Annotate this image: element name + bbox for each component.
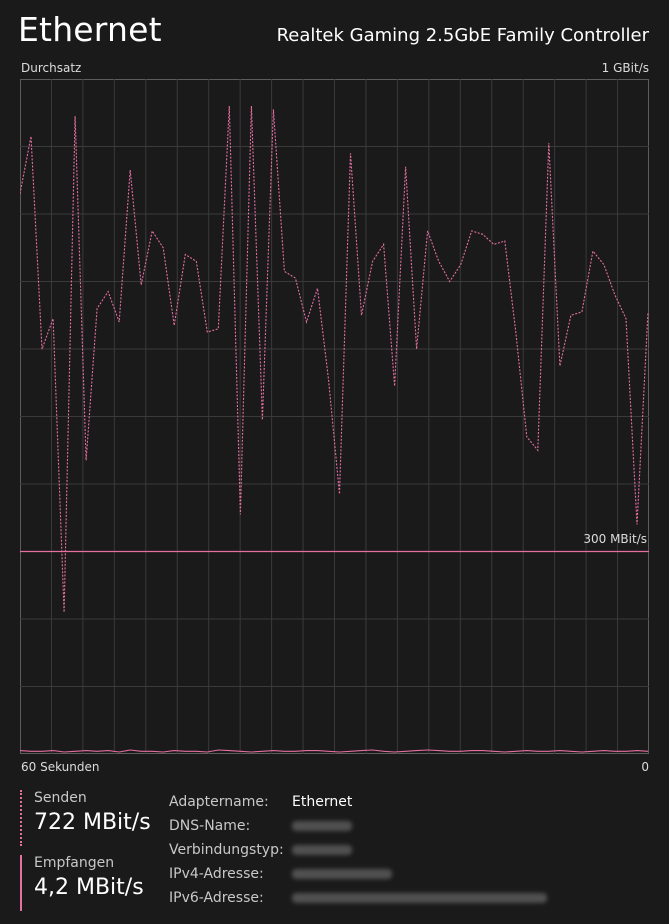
property-key: Verbindungstyp: bbox=[169, 842, 284, 858]
property-ipv6: IPv6-Adresse: bbox=[169, 886, 547, 910]
legend-receive[interactable]: Empfangen 4,2 MBit/s bbox=[20, 855, 174, 911]
legend-send-label: Senden bbox=[34, 790, 87, 806]
throughput-label: Durchsatz bbox=[21, 61, 82, 75]
adapter-name: Realtek Gaming 2.5GbE Family Controller bbox=[276, 25, 649, 46]
property-adaptername: Adaptername: Ethernet bbox=[169, 790, 547, 814]
property-key: DNS-Name: bbox=[169, 818, 251, 834]
max-value-label: 1 GBit/s bbox=[601, 61, 649, 75]
redacted-value bbox=[292, 869, 392, 879]
redacted-value bbox=[292, 821, 352, 831]
legend-send[interactable]: Senden 722 MBit/s bbox=[20, 790, 174, 846]
property-dns-name: DNS-Name: bbox=[169, 814, 547, 838]
series-line-recv bbox=[19, 749, 649, 753]
adapter-properties: Adaptername: Ethernet DNS-Name: Verbindu… bbox=[169, 790, 547, 910]
zero-label: 0 bbox=[641, 760, 649, 774]
redacted-value bbox=[292, 893, 547, 903]
property-key: IPv4-Adresse: bbox=[169, 866, 264, 882]
page-title: Ethernet bbox=[18, 10, 162, 49]
redacted-value bbox=[292, 845, 352, 855]
series-line-send bbox=[19, 105, 649, 613]
property-key: IPv6-Adresse: bbox=[169, 890, 264, 906]
reference-line-label: 300 MBit/s bbox=[583, 532, 647, 546]
property-key: Adaptername: bbox=[169, 794, 269, 810]
property-ipv4: IPv4-Adresse: bbox=[169, 862, 547, 886]
chart-grid bbox=[20, 79, 649, 754]
property-value: Ethernet bbox=[292, 794, 353, 810]
throughput-chart-svg bbox=[19, 79, 649, 754]
property-connection-type: Verbindungstyp: bbox=[169, 838, 547, 862]
throughput-chart bbox=[19, 79, 649, 754]
time-span-label: 60 Sekunden bbox=[21, 760, 100, 774]
legend-receive-value: 4,2 MBit/s bbox=[34, 875, 144, 900]
legend-receive-label: Empfangen bbox=[34, 855, 115, 871]
legend-send-value: 722 MBit/s bbox=[34, 810, 151, 835]
